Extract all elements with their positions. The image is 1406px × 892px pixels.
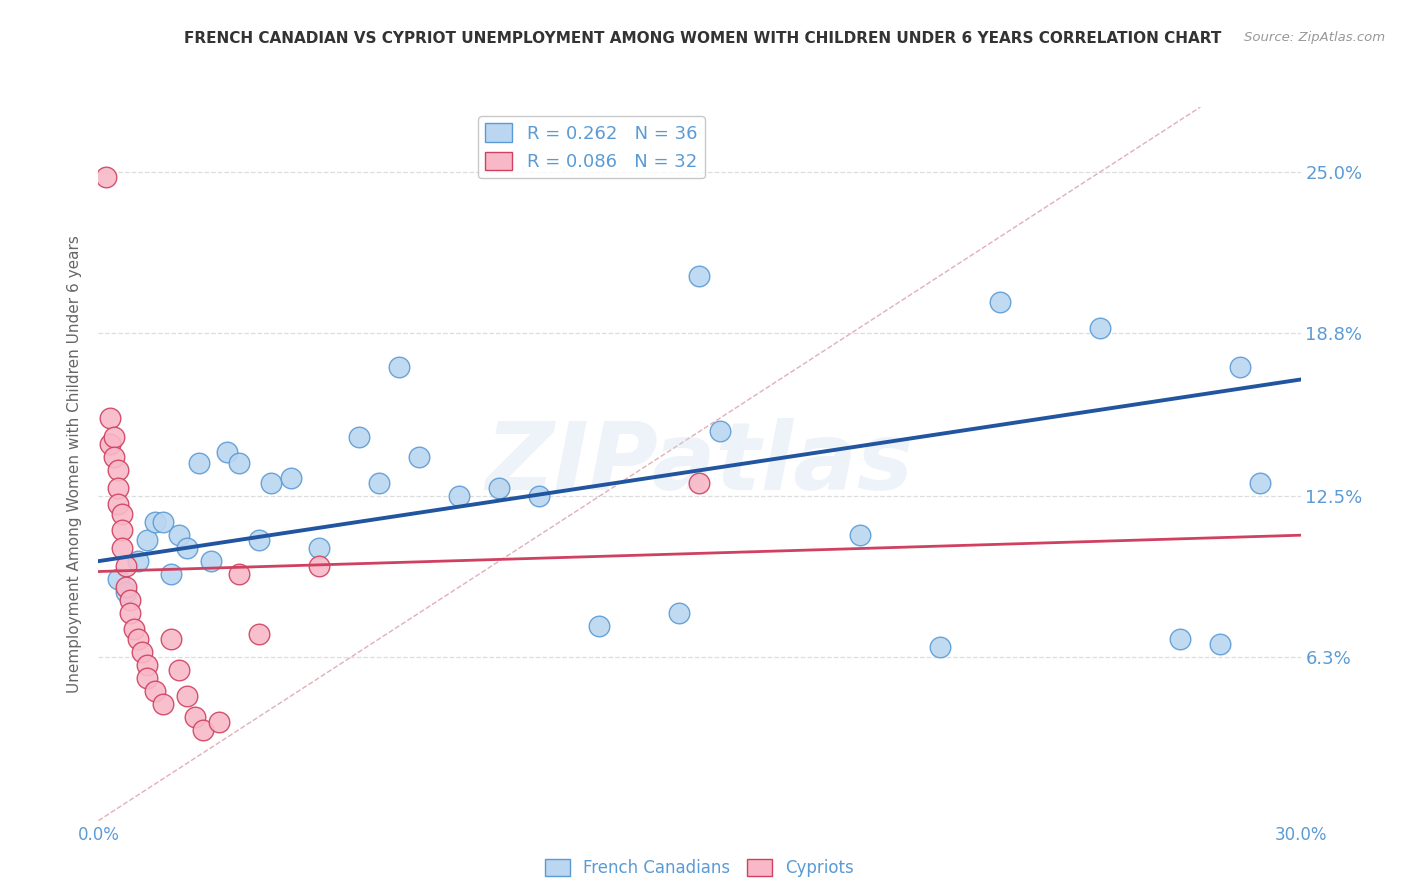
Point: [588, 619, 610, 633]
Point: [187, 456, 209, 470]
Point: [488, 482, 510, 496]
Point: [929, 640, 952, 654]
Point: [689, 268, 711, 283]
Point: [280, 471, 302, 485]
Point: [228, 456, 250, 470]
Point: [1250, 476, 1272, 491]
Point: [111, 508, 134, 522]
Point: [124, 622, 146, 636]
Point: [247, 533, 270, 548]
Point: [368, 476, 391, 491]
Point: [135, 533, 157, 548]
Point: [120, 606, 142, 620]
Point: [849, 528, 872, 542]
Point: [111, 541, 134, 556]
Point: [103, 429, 125, 443]
Point: [208, 714, 231, 729]
Point: [100, 411, 122, 425]
Point: [100, 437, 122, 451]
Point: [115, 580, 138, 594]
Point: [167, 528, 190, 542]
Point: [308, 559, 330, 574]
Y-axis label: Unemployment Among Women with Children Under 6 years: Unemployment Among Women with Children U…: [67, 235, 83, 693]
Point: [107, 463, 129, 477]
Point: [668, 606, 690, 620]
Point: [689, 476, 711, 491]
Point: [191, 723, 214, 737]
Point: [215, 445, 238, 459]
Point: [128, 632, 150, 646]
Point: [308, 541, 330, 556]
Point: [988, 294, 1011, 309]
Point: [529, 489, 551, 503]
Point: [200, 554, 222, 568]
Point: [115, 585, 138, 599]
Point: [1170, 632, 1192, 646]
Point: [447, 489, 470, 503]
Point: [103, 450, 125, 465]
Point: [131, 645, 153, 659]
Text: FRENCH CANADIAN VS CYPRIOT UNEMPLOYMENT AMONG WOMEN WITH CHILDREN UNDER 6 YEARS : FRENCH CANADIAN VS CYPRIOT UNEMPLOYMENT …: [184, 31, 1222, 46]
Point: [143, 684, 166, 698]
Point: [388, 359, 411, 374]
Point: [260, 476, 283, 491]
Point: [135, 671, 157, 685]
Point: [228, 567, 250, 582]
Point: [111, 523, 134, 537]
Point: [159, 567, 181, 582]
Legend: French Canadians, Cypriots: French Canadians, Cypriots: [538, 852, 860, 884]
Point: [709, 425, 731, 439]
Point: [107, 572, 129, 586]
Point: [247, 627, 270, 641]
Point: [1088, 320, 1111, 334]
Point: [347, 429, 370, 443]
Point: [143, 515, 166, 529]
Point: [96, 170, 118, 185]
Point: [1209, 637, 1232, 651]
Point: [128, 554, 150, 568]
Point: [107, 482, 129, 496]
Point: [183, 710, 205, 724]
Text: ZIPatlas: ZIPatlas: [485, 417, 914, 510]
Point: [135, 657, 157, 672]
Text: Source: ZipAtlas.com: Source: ZipAtlas.com: [1244, 31, 1385, 45]
Point: [1229, 359, 1251, 374]
Point: [115, 559, 138, 574]
Point: [408, 450, 430, 465]
Point: [152, 515, 174, 529]
Point: [152, 697, 174, 711]
Point: [176, 689, 198, 703]
Point: [120, 593, 142, 607]
Point: [167, 663, 190, 677]
Point: [159, 632, 181, 646]
Point: [107, 497, 129, 511]
Point: [176, 541, 198, 556]
